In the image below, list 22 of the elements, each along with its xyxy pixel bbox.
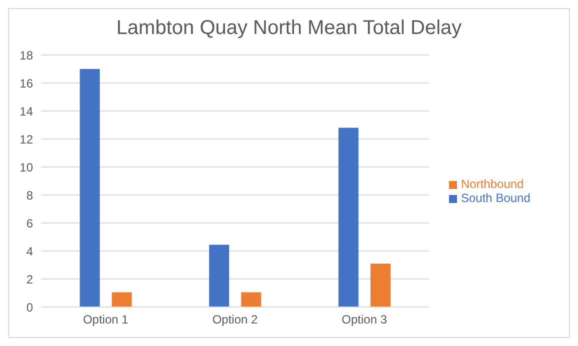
- legend-label: Northbound: [461, 177, 524, 191]
- bar: [370, 264, 390, 307]
- y-tick-label: 14: [20, 104, 34, 118]
- x-tick-label: Option 2: [212, 312, 258, 327]
- bar: [209, 244, 230, 307]
- y-tick-label: 2: [26, 272, 34, 286]
- legend-label: South Bound: [461, 191, 530, 205]
- y-tick-label: 18: [20, 48, 34, 62]
- y-tick-label: 10: [20, 160, 34, 174]
- chart-title: Lambton Quay North Mean Total Delay: [115, 17, 463, 41]
- x-tick-label: Option 3: [342, 312, 388, 327]
- x-tick-label: Option 1: [82, 312, 129, 327]
- y-tick-label: 4: [26, 244, 34, 258]
- bar: [241, 292, 262, 307]
- y-tick-label: 8: [26, 188, 34, 202]
- y-tick-label: 12: [20, 132, 34, 146]
- y-tick-label: 0: [26, 300, 34, 314]
- y-tick-label: 16: [20, 76, 34, 90]
- y-tick-label: 6: [26, 216, 34, 230]
- bar: [80, 69, 100, 307]
- bar: [112, 292, 132, 307]
- bar: [338, 128, 358, 307]
